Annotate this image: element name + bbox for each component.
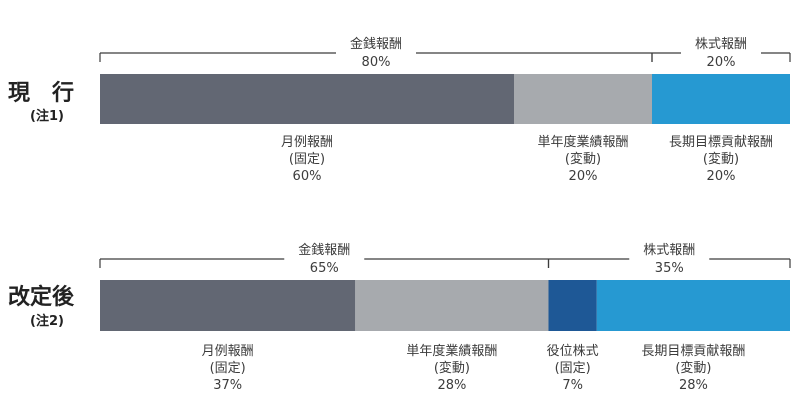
- bar-segment-長期目標貢献報酬: [652, 74, 790, 124]
- group-value: 20%: [707, 55, 736, 70]
- segment-type: (固定): [555, 361, 591, 376]
- row-title-current: 現 行: [8, 80, 74, 106]
- segment-label: 長期目標貢献報酬: [641, 344, 745, 359]
- segment-label: 単年度業績報酬: [537, 134, 628, 150]
- group-value: 65%: [310, 261, 339, 276]
- segment-type: (変動): [675, 360, 711, 376]
- bar-segment-月例報酬: [100, 74, 514, 124]
- segment-label: 単年度業績報酬: [406, 343, 497, 359]
- segment-value: 20%: [707, 169, 736, 184]
- bar-segment-役位株式: [548, 280, 597, 331]
- segment-value: 20%: [569, 169, 598, 184]
- segment-label: 長期目標貢献報酬: [669, 135, 773, 150]
- bar-segment-長期目標貢献報酬: [596, 280, 790, 331]
- segment-type: (変動): [703, 151, 739, 167]
- row-note-current: (注1): [30, 108, 64, 124]
- segment-value: 60%: [293, 169, 322, 184]
- group-label: 金銭報酬: [298, 242, 350, 258]
- segment-type: (変動): [434, 360, 470, 376]
- bar-segment-単年度業績報酬: [514, 74, 652, 124]
- segment-type: (固定): [210, 361, 246, 376]
- bar-segment-月例報酬: [100, 280, 356, 331]
- segment-type: (変動): [565, 151, 601, 167]
- segment-label: 月例報酬: [281, 135, 333, 150]
- row-current: 現 行 (注1) 金銭報酬 80% 株式報酬 20% 月例報酬 (固定) 60% 単年度業績報…: [8, 36, 791, 184]
- group-label: 金銭報酬: [350, 36, 402, 52]
- group-label: 株式報酬: [643, 243, 695, 258]
- segment-value: 28%: [679, 378, 708, 393]
- group-value: 80%: [362, 55, 391, 70]
- row-revised: 改定後 (注2) 金銭報酬 65% 株式報酬 35% 月例報酬 (固定) 37% 単年度業績報…: [8, 242, 791, 393]
- row-title-revised: 改定後: [8, 284, 75, 310]
- segment-value: 28%: [437, 378, 466, 393]
- segment-label: 月例報酬: [202, 344, 254, 359]
- group-value: 35%: [655, 261, 684, 276]
- segment-type: (固定): [289, 152, 325, 167]
- group-label: 株式報酬: [695, 37, 747, 52]
- row-note-revised: (注2): [30, 313, 64, 329]
- segment-value: 7%: [562, 378, 583, 393]
- bar-segment-単年度業績報酬: [355, 280, 549, 331]
- segment-label: 役位株式: [547, 344, 599, 359]
- segment-value: 37%: [213, 378, 242, 393]
